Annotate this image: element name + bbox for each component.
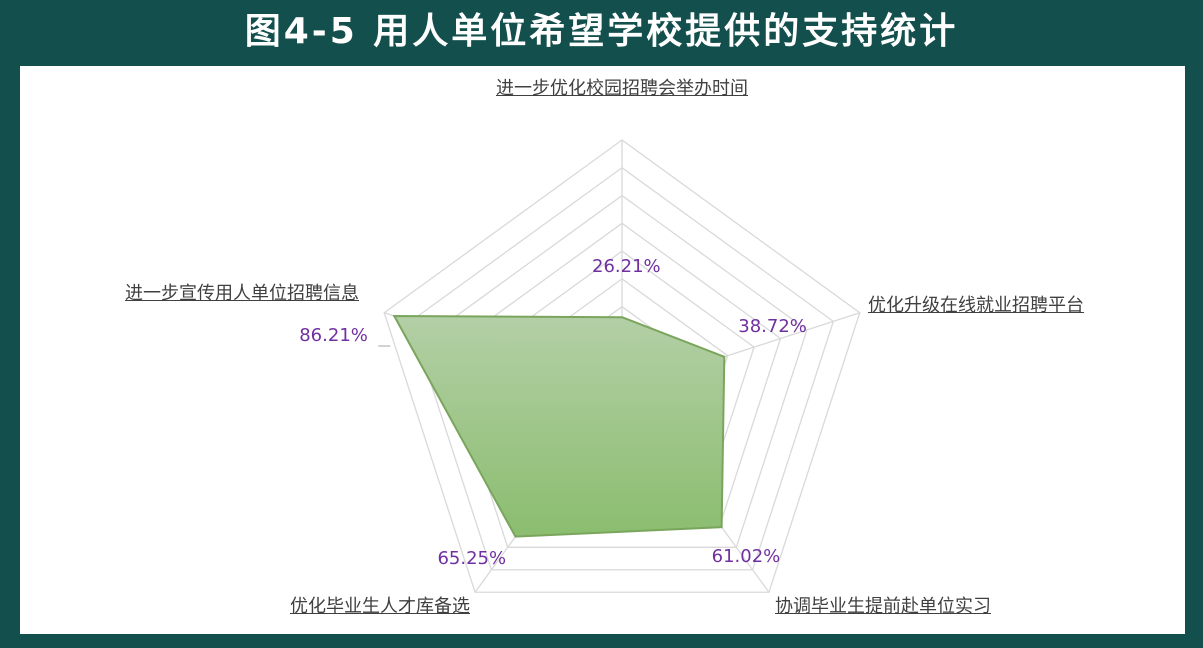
data-label: 86.21% [299, 324, 368, 346]
data-label: 61.02% [711, 546, 781, 568]
data-label: 38.72% [738, 315, 807, 337]
grid-ring [436, 194, 808, 548]
data-label: 65.25% [437, 547, 507, 569]
axis-label: 协调毕业生提前赴单位实习 [775, 596, 991, 617]
axis-label: 进一步优化校园招聘会举办时间 [496, 78, 748, 99]
grid-ring [409, 166, 835, 571]
data-area [392, 314, 726, 538]
chart-title: 图4-5 用人单位希望学校提供的支持统计 [244, 11, 959, 52]
data-label: 26.21% [592, 256, 661, 278]
axis-label: 进一步宣传用人单位招聘信息 [125, 283, 359, 304]
axis-label: 优化毕业生人才库备选 [290, 596, 470, 617]
axis-label: 优化升级在线就业招聘平台 [868, 295, 1084, 316]
grid-ring [383, 139, 861, 593]
